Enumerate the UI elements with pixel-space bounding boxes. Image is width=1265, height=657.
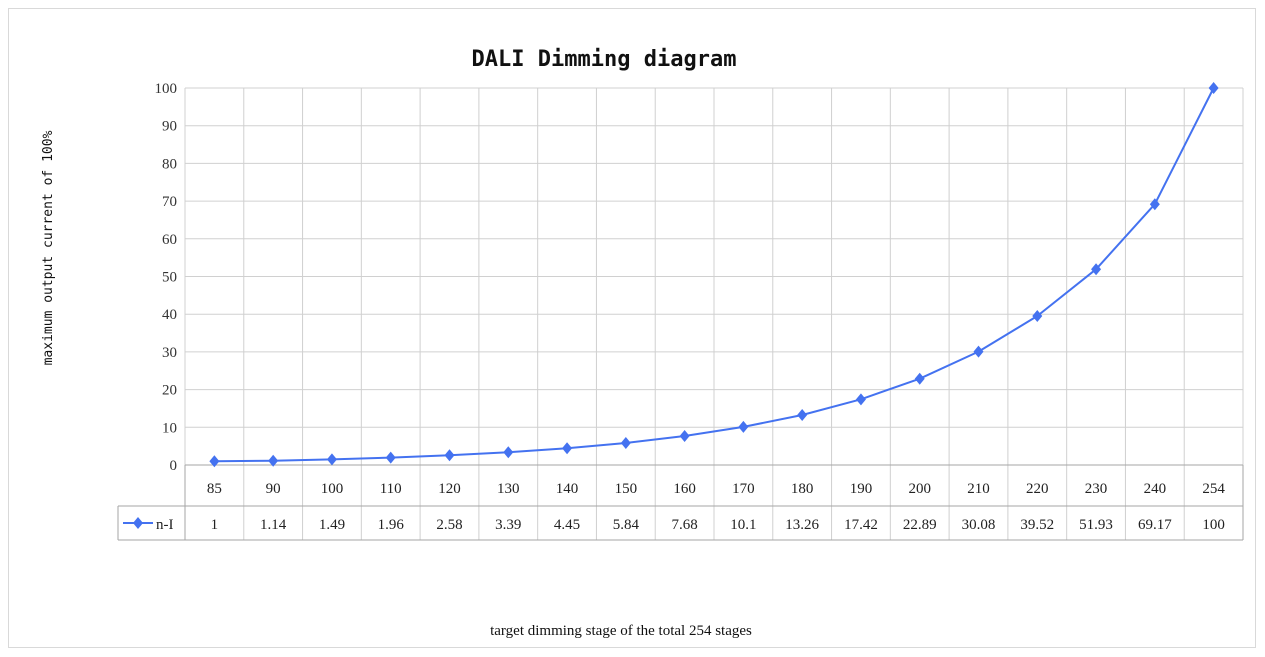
- data-table-value: 13.26: [785, 517, 819, 533]
- y-tick-label: 40: [162, 307, 177, 323]
- data-table-value: 100: [1202, 517, 1225, 533]
- data-point-marker: [209, 455, 220, 468]
- data-point-marker: [973, 345, 984, 358]
- data-table-value: 5.84: [613, 517, 640, 533]
- x-tick-label: 190: [850, 481, 873, 497]
- data-point-marker: [738, 420, 749, 433]
- data-point-marker: [620, 436, 631, 449]
- x-tick-label: 170: [732, 481, 755, 497]
- series-line: [214, 87, 1215, 463]
- data-point-marker: [385, 451, 396, 464]
- x-tick-label: 160: [673, 481, 696, 497]
- x-tick-label: 220: [1026, 481, 1049, 497]
- data-table-value: 69.17: [1138, 517, 1172, 533]
- data-table-value: 30.08: [962, 517, 996, 533]
- data-point-marker: [268, 454, 279, 467]
- data-table-value: 1.14: [260, 517, 287, 533]
- chart-title: DALI Dimming diagram: [472, 47, 737, 72]
- data-table-value: 17.42: [844, 517, 878, 533]
- legend-series-name: n-I: [156, 517, 174, 533]
- chart-frame: [8, 8, 1256, 648]
- y-tick-label: 100: [155, 81, 178, 97]
- data-table-value: 1: [211, 517, 219, 533]
- y-tick-label: 30: [162, 345, 177, 361]
- x-tick-label: 150: [615, 481, 638, 497]
- y-tick-label: 0: [170, 458, 178, 474]
- data-point-marker: [914, 372, 925, 385]
- data-table-value: 4.45: [554, 517, 580, 533]
- x-tick-label: 100: [321, 481, 344, 497]
- data-table-value: 1.49: [319, 517, 345, 533]
- data-point-marker: [797, 409, 808, 422]
- x-tick-label: 254: [1202, 481, 1225, 497]
- y-tick-label: 50: [162, 270, 177, 286]
- x-tick-label: 240: [1144, 481, 1167, 497]
- data-point-marker: [679, 430, 690, 443]
- data-point-marker: [444, 449, 455, 462]
- data-point-marker: [326, 453, 337, 466]
- data-point-marker: [1032, 310, 1043, 323]
- y-axis-label: maximum output current of 100%: [41, 130, 56, 365]
- data-table-value: 51.93: [1079, 517, 1113, 533]
- plot-grid: [184, 87, 1244, 540]
- x-tick-label: 130: [497, 481, 520, 497]
- y-tick-label: 80: [162, 156, 177, 172]
- y-axis-ticks: 0 10 20 30 40 50 60 70 80 90 100: [155, 81, 178, 474]
- data-table: 851901.141001.491101.961202.581303.39140…: [117, 464, 1244, 541]
- data-point-marker: [1149, 198, 1160, 211]
- x-axis-label: target dimming stage of the total 254 st…: [490, 623, 752, 639]
- x-tick-label: 200: [908, 481, 931, 497]
- data-table-value: 10.1: [730, 517, 756, 533]
- x-tick-label: 120: [438, 481, 461, 497]
- x-tick-label: 210: [967, 481, 990, 497]
- data-table-value: 3.39: [495, 517, 521, 533]
- x-tick-label: 90: [266, 481, 281, 497]
- data-table-value: 7.68: [671, 517, 697, 533]
- y-tick-label: 20: [162, 383, 177, 399]
- data-point-marker: [503, 446, 514, 459]
- x-tick-label: 230: [1085, 481, 1108, 497]
- y-tick-label: 60: [162, 232, 177, 248]
- data-table-value: 22.89: [903, 517, 937, 533]
- data-point-marker: [855, 393, 866, 406]
- data-table-value: 39.52: [1020, 517, 1054, 533]
- data-point-marker: [1208, 82, 1219, 94]
- y-tick-label: 70: [162, 194, 177, 210]
- legend-marker: [133, 517, 143, 529]
- series-line-group: [209, 82, 1219, 468]
- y-tick-label: 90: [162, 119, 177, 135]
- x-tick-label: 140: [556, 481, 579, 497]
- data-point-marker: [562, 442, 573, 455]
- data-table-value: 1.96: [378, 517, 405, 533]
- data-point-marker: [1091, 263, 1102, 276]
- x-tick-label: 110: [380, 481, 402, 497]
- x-tick-label: 85: [207, 481, 222, 497]
- data-table-value: 2.58: [436, 517, 462, 533]
- y-tick-label: 10: [162, 420, 177, 436]
- x-tick-label: 180: [791, 481, 814, 497]
